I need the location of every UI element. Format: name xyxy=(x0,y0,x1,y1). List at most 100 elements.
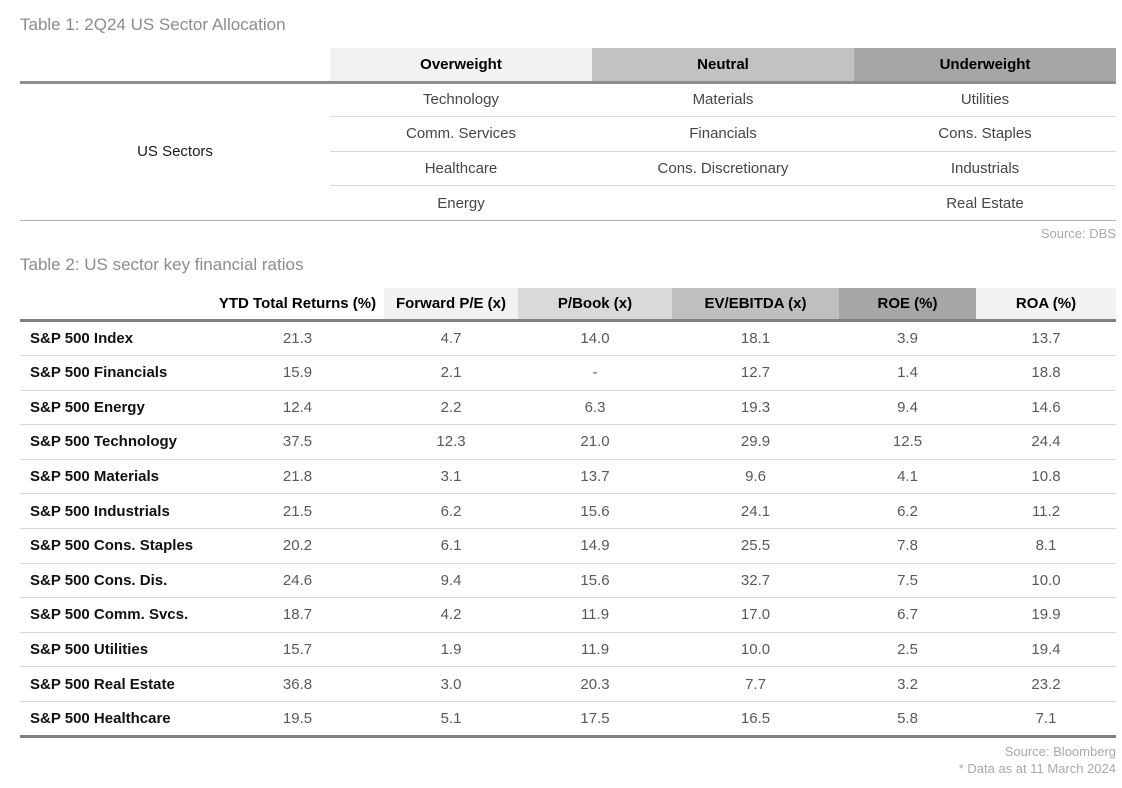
sector-cell: Utilities xyxy=(854,82,1116,118)
t2-row-label: S&P 500 Cons. Dis. xyxy=(20,563,211,599)
t2-value-cell: 3.0 xyxy=(384,666,518,702)
t2-value-cell: 14.6 xyxy=(976,390,1116,426)
t1-header-empty-cell xyxy=(20,48,330,84)
sector-cell: Healthcare xyxy=(330,151,592,187)
t2-value-cell: 18.7 xyxy=(211,597,384,633)
t2-value-cell: 32.7 xyxy=(672,563,839,599)
sector-cell: Technology xyxy=(330,82,592,118)
t2-value-cell: 7.8 xyxy=(839,528,976,564)
sector-allocation-table: Overweight Neutral Underweight US Sector… xyxy=(20,48,1116,221)
sector-cell: Industrials xyxy=(854,151,1116,187)
t2-value-cell: 3.9 xyxy=(839,320,976,356)
t2-header-pbook: P/Book (x) xyxy=(518,287,672,323)
t2-value-cell: 15.6 xyxy=(518,493,672,529)
t2-value-cell: 2.2 xyxy=(384,390,518,426)
t2-value-cell: 6.3 xyxy=(518,390,672,426)
t2-value-cell: 21.0 xyxy=(518,424,672,460)
t2-value-cell: 6.2 xyxy=(384,493,518,529)
t2-value-cell: 36.8 xyxy=(211,666,384,702)
sector-cell: Comm. Services xyxy=(330,116,592,152)
table2-source: Source: Bloomberg xyxy=(1004,743,1116,759)
t2-value-cell: - xyxy=(518,355,672,391)
sector-cell: Financials xyxy=(592,116,854,152)
t2-value-cell: 21.8 xyxy=(211,459,384,495)
t2-value-cell: 15.6 xyxy=(518,563,672,599)
t2-value-cell: 13.7 xyxy=(976,320,1116,356)
t1-header-row: Overweight Neutral Underweight xyxy=(20,48,1116,84)
t2-value-cell: 24.1 xyxy=(672,493,839,529)
t2-value-cell: 15.7 xyxy=(211,632,384,668)
us-sectors-label: US Sectors xyxy=(20,82,330,221)
t2-value-cell: 11.2 xyxy=(976,493,1116,529)
t2-row: S&P 500 Cons. Staples 20.2 6.1 14.9 25.5 7.8 8… xyxy=(20,528,1116,564)
t2-value-cell: 11.9 xyxy=(518,597,672,633)
t2-row: S&P 500 Technology 37.5 12.3 21.0 29.9 12.5 24… xyxy=(20,424,1116,460)
t2-header-forward-pe: Forward P/E (x) xyxy=(384,287,518,323)
t2-value-cell: 4.7 xyxy=(384,320,518,356)
t2-header-ev-ebitda: EV/EBITDA (x) xyxy=(672,287,839,323)
t2-header-roa: ROA (%) xyxy=(976,287,1116,323)
t2-header-roe: ROE (%) xyxy=(839,287,976,323)
t2-value-cell: 12.5 xyxy=(839,424,976,460)
t2-value-cell: 8.1 xyxy=(976,528,1116,564)
t2-row: S&P 500 Comm. Svcs. 18.7 4.2 11.9 17.0 6.7 19.… xyxy=(20,597,1116,633)
t2-value-cell: 11.9 xyxy=(518,632,672,668)
t1-header-neutral: Neutral xyxy=(592,48,854,84)
t2-value-cell: 7.7 xyxy=(672,666,839,702)
t2-row: S&P 500 Real Estate 36.8 3.0 20.3 7.7 3.2 23.2 xyxy=(20,666,1116,702)
t2-value-cell: 6.7 xyxy=(839,597,976,633)
t2-value-cell: 9.6 xyxy=(672,459,839,495)
t2-value-cell: 3.1 xyxy=(384,459,518,495)
t2-value-cell: 17.5 xyxy=(518,701,672,738)
t2-value-cell: 5.8 xyxy=(839,701,976,738)
t2-value-cell: 3.2 xyxy=(839,666,976,702)
empty-sector-cell xyxy=(592,185,854,221)
t2-value-cell: 29.9 xyxy=(672,424,839,460)
table1-source: Source: DBS xyxy=(1040,225,1116,241)
t2-row-label: S&P 500 Utilities xyxy=(20,632,211,668)
t2-row-label: S&P 500 Energy xyxy=(20,390,211,426)
t2-value-cell: 12.7 xyxy=(672,355,839,391)
t2-value-cell: 7.1 xyxy=(976,701,1116,738)
table1-title: Table 1: 2Q24 US Sector Allocation xyxy=(20,15,286,34)
table2-footer: Source: Bloomberg * Data as at 11 March … xyxy=(20,743,1116,777)
t2-value-cell: 7.5 xyxy=(839,563,976,599)
t2-value-cell: 37.5 xyxy=(211,424,384,460)
t2-row: S&P 500 Index 21.3 4.7 14.0 18.1 3.9 13.7 xyxy=(20,320,1116,356)
t2-value-cell: 15.9 xyxy=(211,355,384,391)
t2-row-label: S&P 500 Index xyxy=(20,320,211,356)
t2-row-label: S&P 500 Comm. Svcs. xyxy=(20,597,211,633)
t2-value-cell: 20.2 xyxy=(211,528,384,564)
t2-value-cell: 19.5 xyxy=(211,701,384,738)
t2-value-cell: 14.0 xyxy=(518,320,672,356)
sector-cell: Cons. Discretionary xyxy=(592,151,854,187)
t2-value-cell: 16.5 xyxy=(672,701,839,738)
t2-header-ytd-returns: YTD Total Returns (%) xyxy=(211,287,384,323)
t2-row: S&P 500 Industrials 21.5 6.2 15.6 24.1 6.2 11.… xyxy=(20,493,1116,529)
t2-value-cell: 24.4 xyxy=(976,424,1116,460)
table2-title: Table 2: US sector key financial ratios xyxy=(20,254,304,274)
t2-row: S&P 500 Materials 21.8 3.1 13.7 9.6 4.1 10.8 xyxy=(20,459,1116,495)
t2-value-cell: 10.8 xyxy=(976,459,1116,495)
t2-value-cell: 1.9 xyxy=(384,632,518,668)
t2-value-cell: 4.1 xyxy=(839,459,976,495)
t2-value-cell: 14.9 xyxy=(518,528,672,564)
t2-value-cell: 9.4 xyxy=(384,563,518,599)
t1-row: Healthcare Cons. Discretionary Industrials xyxy=(20,151,1116,187)
t2-row: S&P 500 Financials 15.9 2.1-12.7 1.4 18.8 xyxy=(20,355,1116,391)
t2-value-cell: 25.5 xyxy=(672,528,839,564)
t2-value-cell: 19.4 xyxy=(976,632,1116,668)
t1-row: Comm. Services Financials Cons. Staples xyxy=(20,116,1116,152)
t2-value-cell: 21.3 xyxy=(211,320,384,356)
t2-value-cell: 17.0 xyxy=(672,597,839,633)
t2-value-cell: 21.5 xyxy=(211,493,384,529)
t2-value-cell: 18.1 xyxy=(672,320,839,356)
t2-value-cell: 12.4 xyxy=(211,390,384,426)
t1-header-underweight: Underweight xyxy=(854,48,1116,84)
t2-value-cell: 6.1 xyxy=(384,528,518,564)
t2-value-cell: 18.8 xyxy=(976,355,1116,391)
t2-row-label: S&P 500 Cons. Staples xyxy=(20,528,211,564)
t2-value-cell: 19.3 xyxy=(672,390,839,426)
t2-value-cell: 2.5 xyxy=(839,632,976,668)
